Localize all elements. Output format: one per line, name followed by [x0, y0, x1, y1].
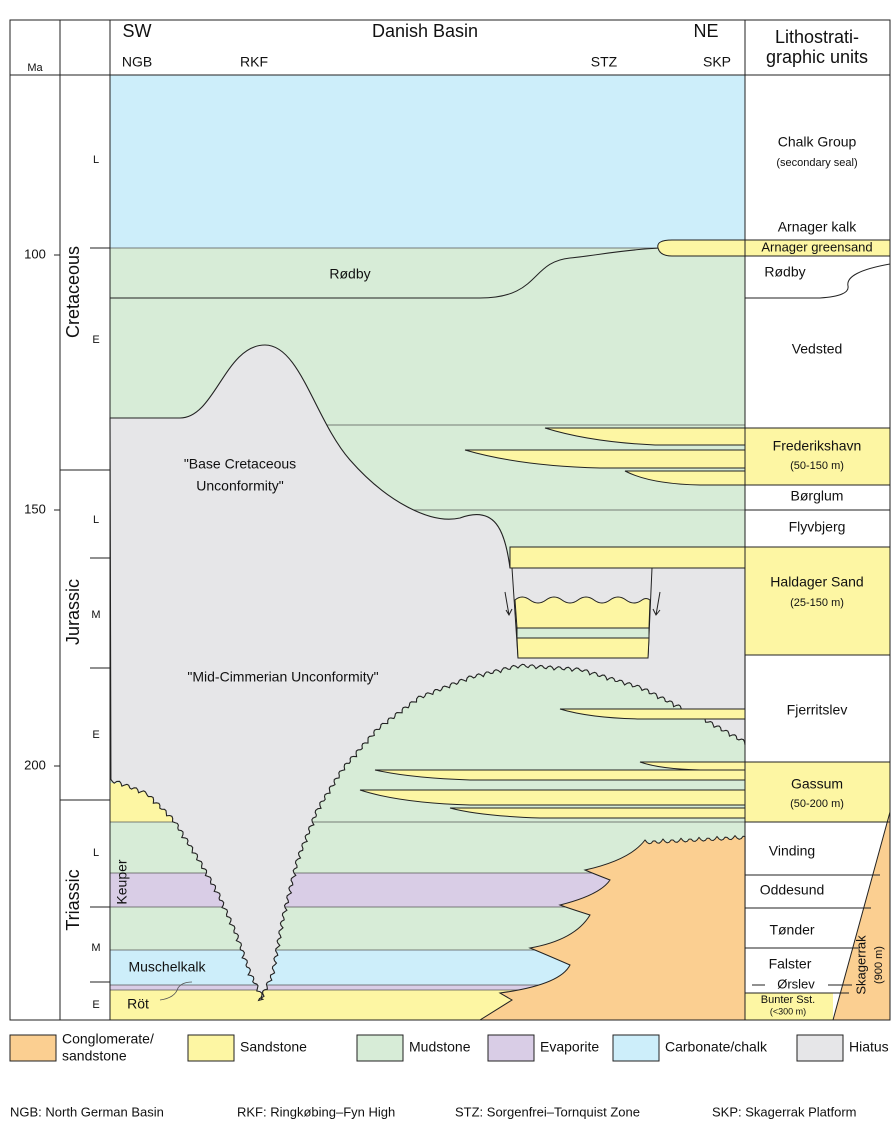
- unit-label: Arnager kalk: [778, 219, 858, 235]
- location-label: RKF: [240, 54, 268, 70]
- legend-label: sandstone: [62, 1048, 127, 1064]
- legend-label: Sandstone: [240, 1039, 307, 1055]
- header-label: Ma: [27, 62, 43, 74]
- stratigraphic-chart: Ma SW Danish Basin NE NGB RKF STZ SKP Li…: [0, 0, 893, 1135]
- fault-block-sand: [517, 638, 649, 658]
- unit-label: Fjerritslev: [787, 702, 848, 718]
- unit-label: Ørslev: [777, 976, 815, 991]
- unit-label: Gassum: [791, 776, 843, 792]
- basin-label: "Mid-Cimmerian Unconformity": [187, 669, 378, 685]
- location-label: SKP: [703, 54, 731, 70]
- unit-note: (<300 m): [770, 1006, 806, 1016]
- basin-label: Rødby: [329, 266, 370, 282]
- period-label: Cretaceous: [63, 246, 83, 338]
- header-label: NE: [693, 21, 718, 41]
- unit-note: (25-150 m): [790, 597, 844, 609]
- header-title: Danish Basin: [372, 21, 478, 41]
- legend-swatch: [488, 1035, 534, 1061]
- epoch-label: E: [92, 999, 99, 1011]
- unit-label: Chalk Group: [778, 134, 857, 150]
- legend-swatch: [357, 1035, 403, 1061]
- unit-label: Frederikshavn: [773, 438, 862, 454]
- basin-label: Muschelkalk: [128, 959, 206, 975]
- litho-sand: [745, 428, 890, 485]
- legend-label: Conglomerate/: [62, 1031, 154, 1047]
- unit-label: Skagerrak: [853, 935, 868, 995]
- basin-label: Keuper: [114, 859, 130, 904]
- unit-note: (secondary seal): [776, 157, 857, 169]
- fault-block-mud: [517, 628, 649, 638]
- epoch-label: E: [92, 729, 99, 741]
- unit-label: Flyvbjerg: [789, 519, 846, 535]
- epoch-label: M: [91, 942, 100, 954]
- age-label: 150: [24, 501, 46, 516]
- period-label: Jurassic: [63, 579, 83, 645]
- epoch-label: L: [93, 154, 99, 166]
- basin-label: "Base Cretaceous: [184, 456, 296, 472]
- header-label: graphic units: [766, 47, 868, 67]
- header: Ma SW Danish Basin NE NGB RKF STZ SKP Li…: [27, 21, 868, 74]
- epoch-label: E: [92, 334, 99, 346]
- header-label: Lithostrati-: [775, 27, 859, 47]
- abbreviation: NGB: North German Basin: [10, 1104, 164, 1119]
- legend-swatch: [188, 1035, 234, 1061]
- basin-label: Unconformity": [196, 478, 283, 494]
- basin-label: Röt: [127, 996, 149, 1012]
- unit-label: Rødby: [764, 264, 805, 280]
- legend-label: Evaporite: [540, 1039, 599, 1055]
- legend-label: Hiatus: [849, 1039, 889, 1055]
- age-label: 200: [24, 757, 46, 772]
- unit-note: (900 m): [873, 946, 885, 984]
- legend: Conglomerate/ sandstone Sandstone Mudsto…: [10, 1031, 889, 1064]
- unit-label: Tønder: [769, 922, 814, 938]
- abbreviation: SKP: Skagerrak Platform: [712, 1104, 857, 1119]
- location-label: STZ: [591, 54, 618, 70]
- abbreviation: RKF: Ringkøbing–Fyn High: [237, 1104, 395, 1119]
- epoch-label: L: [93, 847, 99, 859]
- abbreviation: STZ: Sorgenfrei–Tornquist Zone: [455, 1104, 640, 1119]
- time-scale: 100 150 200 Cretaceous Jurassic Triassic…: [24, 154, 100, 1011]
- unit-label: Bunter Sst.: [761, 994, 815, 1006]
- legend-label: Carbonate/chalk: [665, 1039, 768, 1055]
- location-label: NGB: [122, 54, 152, 70]
- unit-label: Børglum: [791, 488, 844, 504]
- legend-label: Mudstone: [409, 1039, 471, 1055]
- sand-tongue: [658, 240, 745, 256]
- epoch-label: L: [93, 514, 99, 526]
- unit-label: Arnager greensand: [761, 239, 872, 254]
- header-label: SW: [123, 21, 152, 41]
- legend-swatch: [797, 1035, 843, 1061]
- abbreviations: NGB: North German Basin RKF: Ringkøbing–…: [10, 1104, 857, 1119]
- sand-band: [510, 547, 745, 568]
- unit-label: Oddesund: [760, 882, 825, 898]
- unit-label: Vinding: [769, 843, 815, 859]
- litho-fills: [745, 240, 890, 1020]
- litho-sand: [745, 762, 890, 822]
- legend-swatch: [10, 1035, 56, 1061]
- fault-block: [505, 568, 660, 658]
- unit-note: (50-200 m): [790, 798, 844, 810]
- unit-label: Falster: [769, 956, 812, 972]
- chalk-fill: [110, 75, 745, 248]
- unit-note: (50-150 m): [790, 460, 844, 472]
- age-label: 100: [24, 246, 46, 261]
- epoch-label: M: [91, 609, 100, 621]
- unit-label: Haldager Sand: [770, 574, 863, 590]
- period-label: Triassic: [63, 869, 83, 930]
- unit-label: Vedsted: [792, 341, 843, 357]
- legend-swatch: [613, 1035, 659, 1061]
